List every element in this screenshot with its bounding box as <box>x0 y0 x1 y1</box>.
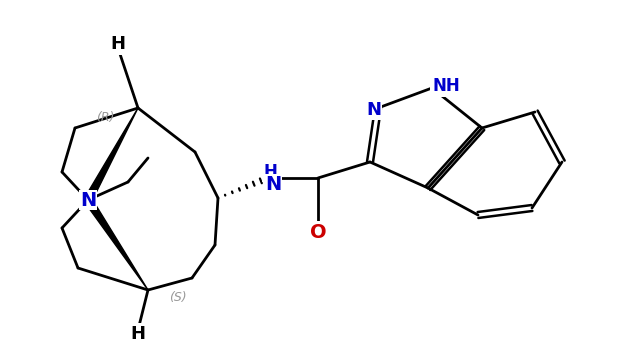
Text: H: H <box>263 163 277 181</box>
Text: (S): (S) <box>169 292 187 305</box>
Text: NH: NH <box>432 77 460 95</box>
Text: O: O <box>310 222 326 242</box>
Text: H: H <box>131 325 146 343</box>
Text: N: N <box>265 175 281 194</box>
Text: N: N <box>80 190 96 210</box>
Polygon shape <box>85 198 148 290</box>
Text: H: H <box>110 35 126 53</box>
Polygon shape <box>85 108 138 202</box>
Text: N: N <box>367 101 382 119</box>
Text: (R): (R) <box>96 112 114 125</box>
